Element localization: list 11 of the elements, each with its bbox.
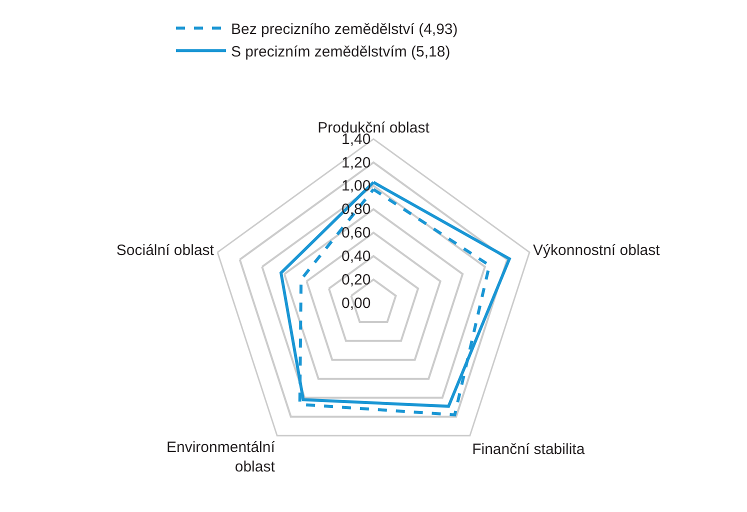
y-tick-label: 0,40: [342, 248, 371, 266]
y-tick-label: 0,00: [342, 294, 371, 312]
spoke-label: Environmentální oblast: [166, 439, 276, 476]
legend-label: S precizním zemědělstvím (5,18): [231, 43, 450, 60]
legend-label: Bez precizního zemědělství (4,93): [231, 20, 458, 38]
spoke-label: Finanční stabilita: [472, 440, 586, 458]
spoke-label: Sociální oblast: [116, 242, 215, 260]
y-tick-label: 0,20: [342, 271, 371, 288]
y-tick-label: 1,20: [342, 154, 371, 172]
spoke-label: Výkonnostní oblast: [533, 242, 661, 260]
y-tick-label: 0,60: [342, 224, 371, 242]
